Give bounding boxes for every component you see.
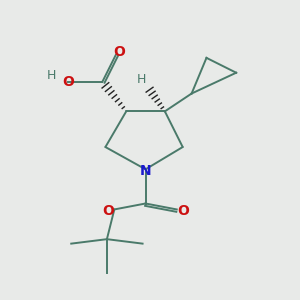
Text: O: O (177, 204, 189, 218)
Text: N: N (140, 164, 152, 178)
Text: H: H (47, 69, 57, 82)
Text: O: O (62, 75, 74, 88)
Text: O: O (113, 45, 125, 59)
Text: H: H (137, 73, 146, 86)
Text: O: O (102, 204, 114, 218)
